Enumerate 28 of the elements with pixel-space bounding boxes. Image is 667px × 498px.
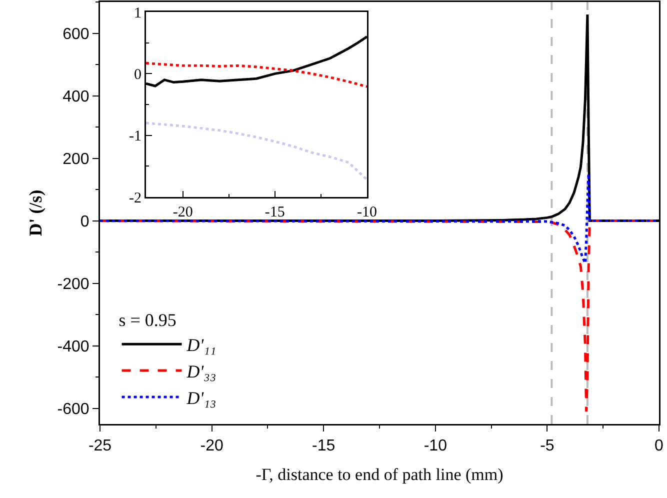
x-tick-label: -5 — [540, 438, 554, 455]
x-tick-label: -25 — [88, 438, 112, 455]
x-tick-label: -10 — [424, 438, 448, 455]
x-tick-label: -10 — [357, 204, 377, 220]
line-series — [146, 62, 367, 88]
y-tick-label: -400 — [57, 338, 90, 356]
x-tick-label: -20 — [172, 204, 193, 220]
legend-label: D'₃₃ — [186, 362, 216, 382]
x-tick-label: -20 — [200, 438, 224, 455]
y-tick-label: 1 — [134, 5, 142, 22]
x-tick-label: -15 — [312, 438, 336, 455]
x-tick-label: -15 — [264, 204, 285, 220]
y-tick-label: 400 — [62, 88, 90, 106]
y-tick-label: 600 — [62, 26, 90, 43]
y-tick-label: -200 — [57, 276, 90, 293]
legend-label: D'₁₃ — [186, 388, 216, 408]
x-tick-label: 0 — [654, 438, 664, 455]
line-series — [100, 172, 659, 264]
x-axis-title: -Γ, distance to end of path line (mm) — [256, 464, 504, 484]
legend-label: D'₁₁ — [186, 335, 216, 356]
y-tick-label: 0 — [134, 66, 142, 83]
y-axis-title: D' (/s) — [26, 190, 46, 236]
line-series — [146, 122, 367, 181]
y-tick-label: -2 — [129, 190, 142, 206]
legend-title: s = 0.95 — [118, 310, 176, 330]
y-tick-label: -600 — [57, 400, 90, 418]
y-tick-label: 200 — [62, 150, 90, 168]
y-tick-label: -1 — [129, 128, 142, 145]
